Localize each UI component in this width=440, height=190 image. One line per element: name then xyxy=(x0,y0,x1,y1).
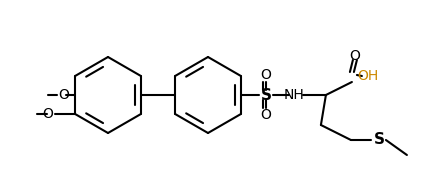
Text: O: O xyxy=(59,88,70,102)
Text: S: S xyxy=(260,88,271,102)
Text: S: S xyxy=(374,132,385,147)
Text: O: O xyxy=(260,68,271,82)
Text: O: O xyxy=(42,107,53,121)
Text: O: O xyxy=(349,49,360,63)
Text: O: O xyxy=(260,108,271,122)
Text: OH: OH xyxy=(357,69,378,83)
Text: NH: NH xyxy=(283,88,304,102)
